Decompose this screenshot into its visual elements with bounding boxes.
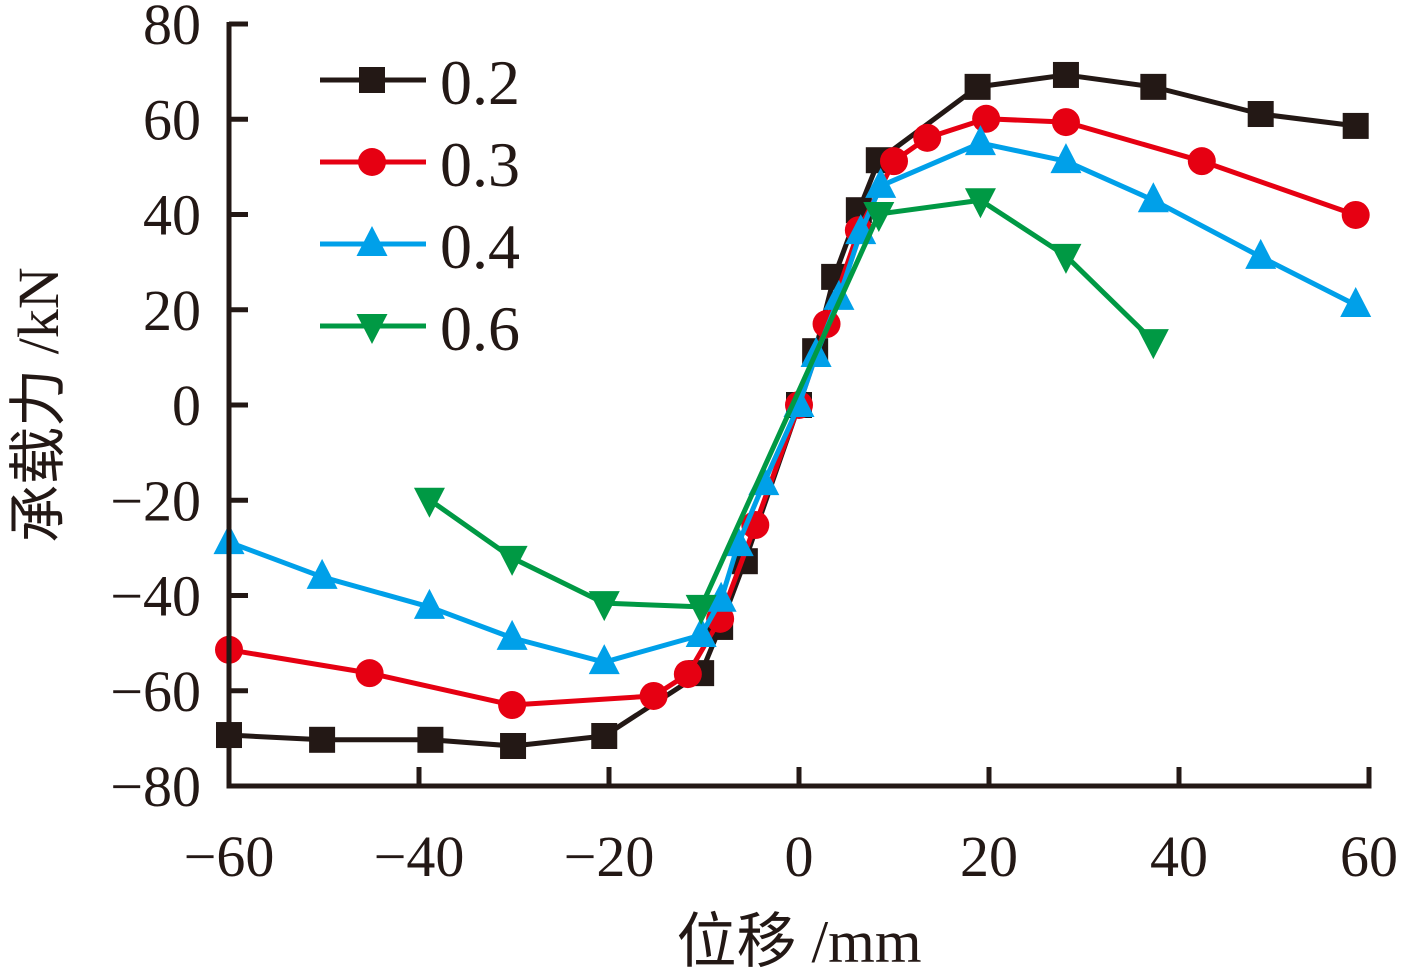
legend-label: 0.6 [440,293,520,364]
legend-item-0.2: 0.2 [320,47,520,118]
data-point-0.6 [1050,243,1082,274]
data-point-0.6 [1137,329,1169,360]
x-tick-label: −40 [374,824,465,889]
legend-item-0.4: 0.4 [320,211,520,282]
legend-marker [356,226,388,256]
data-point-0.6 [496,545,528,576]
legend-item-0.6: 0.6 [320,293,520,364]
data-point-0.2 [417,726,444,753]
series-0.6 [413,188,1169,625]
data-point-0.4 [1340,286,1372,317]
x-axis-title: 位移 /mm [676,909,921,975]
y-tick-label: 40 [143,183,201,248]
data-point-0.4 [496,619,528,650]
legend: 0.2 0.3 0.4 0.6 [320,47,520,364]
series-line-0.6 [428,197,1156,610]
y-tick-label: −40 [110,564,201,629]
data-point-0.2 [1342,112,1369,139]
data-point-0.3 [972,104,1001,133]
data-point-0.4 [722,526,754,557]
data-point-0.6 [588,591,620,622]
data-point-0.3 [639,681,668,710]
data-point-0.3 [913,123,942,152]
data-point-0.6 [413,487,445,518]
series-layer [213,61,1372,759]
x-tick-label: 60 [1340,824,1398,889]
legend-label: 0.4 [440,211,520,282]
y-tick-label: 80 [143,0,201,57]
data-point-0.3 [1051,108,1080,137]
legend-label: 0.2 [440,47,520,118]
legend-item-0.3: 0.3 [320,129,520,200]
legend-marker [358,148,386,176]
legend-marker [356,314,388,344]
legend-marker [359,67,385,93]
data-point-0.6 [685,594,717,625]
y-tick-label: −20 [110,468,201,533]
data-point-0.4 [588,644,620,675]
y-tick-label: 60 [143,87,201,152]
data-point-0.6 [863,202,895,233]
data-point-0.3 [498,691,527,720]
x-tick-label: 0 [785,824,814,889]
legend-label: 0.3 [440,129,520,200]
y-tick-label: 20 [143,278,201,343]
data-point-0.4 [306,558,338,589]
data-point-0.4 [823,279,855,310]
data-point-0.4 [705,581,737,612]
x-tick-label: −20 [564,824,655,889]
data-point-0.2 [591,722,618,749]
data-point-0.4 [865,167,897,198]
x-tick-label: −60 [184,824,275,889]
data-point-0.4 [1050,143,1082,174]
data-point-0.2 [964,73,991,100]
data-point-0.2 [1140,73,1167,100]
data-point-0.2 [1052,61,1079,88]
y-tick-label: −60 [110,659,201,724]
data-point-0.3 [1341,200,1370,229]
data-point-0.4 [1245,238,1277,269]
data-point-0.3 [355,659,384,688]
x-tick-label: 40 [1150,824,1208,889]
y-tick-label: −80 [110,754,201,819]
data-point-0.2 [1247,101,1274,128]
series-0.4 [213,125,1372,675]
data-point-0.3 [1187,147,1216,176]
y-axis-title: 承载力 /kN [6,267,71,543]
data-point-0.4 [413,588,445,619]
y-tick-label: 0 [172,373,201,438]
data-point-0.3 [673,660,702,689]
data-point-0.2 [500,732,527,759]
data-point-0.4 [964,125,996,156]
data-point-0.4 [1137,182,1169,213]
data-point-0.2 [309,726,336,753]
x-tick-label: 20 [960,824,1018,889]
data-point-0.3 [880,147,908,176]
data-point-0.4 [685,617,717,648]
data-point-0.6 [964,188,996,219]
